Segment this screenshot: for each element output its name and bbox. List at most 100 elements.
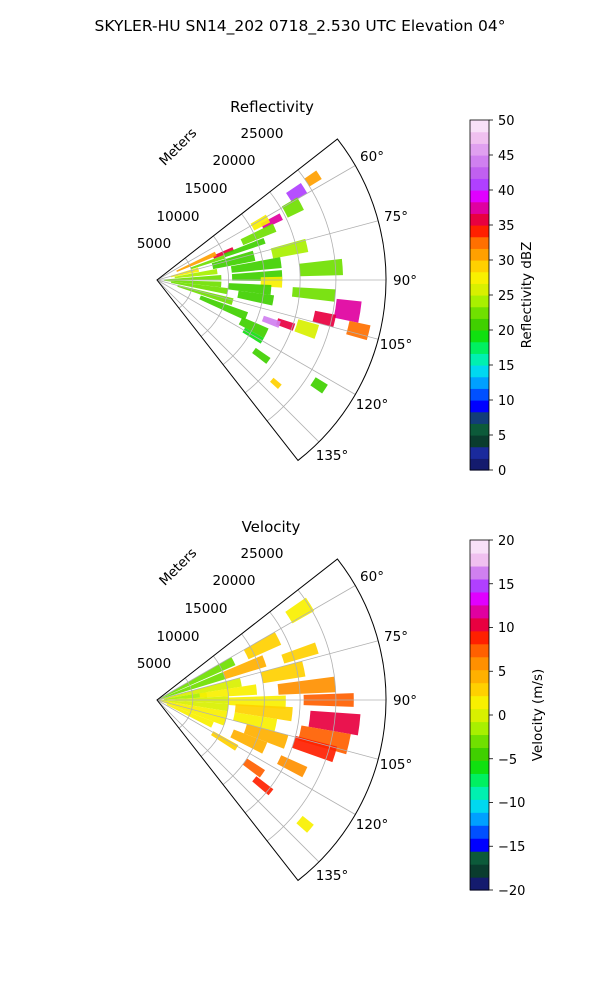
colorbar-segment-24 bbox=[470, 178, 489, 191]
velocity-cbtick-10: 10 bbox=[498, 621, 515, 636]
data-cell-28 bbox=[275, 318, 296, 331]
data-cell-7 bbox=[223, 238, 266, 258]
reflectivity-cbtick-5: 5 bbox=[498, 429, 506, 444]
reflectivity-cbtick-35: 35 bbox=[498, 219, 515, 234]
reflectivity-atick-75: 75° bbox=[384, 209, 408, 225]
velocity-angle-ticks: 60° 75° 90° 105° 120° 135° bbox=[316, 569, 417, 884]
colorbar-segment-5 bbox=[470, 812, 489, 826]
velocity-cbtick-m5: −5 bbox=[498, 753, 517, 768]
data-cell-29 bbox=[296, 815, 314, 833]
reflectivity-title: Reflectivity bbox=[230, 98, 314, 116]
data-cell-14 bbox=[230, 257, 282, 273]
reflectivity-atick-135: 135° bbox=[316, 448, 349, 464]
data-cell-3 bbox=[260, 213, 283, 230]
colorbar-segment-10 bbox=[470, 747, 489, 761]
colorbar-segment-14 bbox=[470, 295, 489, 308]
range-ring-25000 bbox=[266, 589, 337, 842]
colorbar-segment-13 bbox=[470, 306, 489, 319]
velocity-colorbar-label: Velocity (m/s) bbox=[530, 669, 546, 762]
data-cell-23 bbox=[166, 703, 214, 728]
colorbar-segment-9 bbox=[470, 353, 489, 366]
velocity-colorbar: −20 −15 −10 −5 0 5 10 15 20 Velocity (m/… bbox=[469, 534, 546, 899]
velocity-title: Velocity bbox=[242, 518, 301, 536]
data-cell-28 bbox=[252, 776, 274, 796]
reflectivity-data-cells bbox=[164, 170, 371, 394]
data-cell-9 bbox=[190, 254, 226, 270]
colorbar-segment-29 bbox=[470, 120, 489, 133]
data-cell-1 bbox=[157, 657, 236, 700]
azimuth-spoke-75 bbox=[156, 220, 379, 281]
velocity-cbtick-0: 0 bbox=[498, 709, 506, 724]
colorbar-segment-15 bbox=[470, 682, 489, 697]
data-cell-8 bbox=[176, 251, 217, 272]
data-cell-15 bbox=[299, 258, 343, 277]
data-cell-26 bbox=[346, 320, 371, 341]
data-cell-4 bbox=[222, 655, 267, 680]
velocity-rtick-15000: 15000 bbox=[185, 601, 228, 617]
reflectivity-atick-60: 60° bbox=[360, 149, 384, 165]
colorbar-segment-22 bbox=[470, 591, 489, 606]
velocity-cbtick-m10: −10 bbox=[498, 796, 525, 811]
data-cell-27 bbox=[242, 758, 266, 778]
colorbar-segment-22 bbox=[470, 201, 489, 214]
reflectivity-colorbar-ticks: 0 5 10 15 20 25 30 35 40 45 50 bbox=[489, 114, 515, 479]
reflectivity-cbtick-25: 25 bbox=[498, 289, 515, 304]
velocity-panel: Velocity Meters 5000 10000 15000 20000 2… bbox=[137, 518, 546, 899]
data-cell-8 bbox=[164, 692, 208, 700]
colorbar-segment-20 bbox=[470, 617, 489, 632]
data-cell-10 bbox=[277, 676, 336, 695]
velocity-radial-label: Meters bbox=[156, 545, 200, 589]
velocity-rtick-20000: 20000 bbox=[213, 573, 256, 589]
data-cell-5 bbox=[240, 223, 277, 246]
figure-title: SKYLER-HU SN14_202 0718_2.530 UTC Elevat… bbox=[95, 17, 506, 36]
data-cell-0 bbox=[286, 182, 308, 203]
range-ring-5000 bbox=[178, 257, 194, 309]
velocity-atick-75: 75° bbox=[384, 629, 408, 645]
azimuth-spoke-120 bbox=[156, 699, 356, 815]
data-cell-12 bbox=[270, 238, 309, 259]
colorbar-segment-12 bbox=[470, 721, 489, 736]
colorbar-segment-14 bbox=[470, 695, 489, 710]
colorbar-segment-26 bbox=[470, 540, 489, 554]
reflectivity-radial-label: Meters bbox=[156, 125, 200, 169]
data-cell-13 bbox=[174, 268, 218, 279]
colorbar-segment-10 bbox=[470, 341, 489, 354]
reflectivity-panel: Reflectivity Meters 5000 10000 15000 200… bbox=[137, 98, 535, 479]
data-cell-21 bbox=[243, 724, 289, 749]
colorbar-segment-23 bbox=[470, 190, 489, 203]
colorbar-segment-7 bbox=[470, 786, 489, 800]
colorbar-segment-0 bbox=[470, 458, 489, 471]
range-ring-15000 bbox=[222, 633, 265, 785]
colorbar-segment-4 bbox=[470, 825, 489, 839]
range-ring-25000 bbox=[266, 169, 337, 422]
colorbar-segment-11 bbox=[470, 734, 489, 749]
reflectivity-angle-ticks: 60° 75° 90° 105° 120° 135° bbox=[316, 149, 417, 464]
colorbar-segment-25 bbox=[470, 552, 489, 567]
data-cell-21 bbox=[291, 287, 336, 302]
reflectivity-atick-120: 120° bbox=[356, 397, 389, 413]
velocity-colorbar-segments bbox=[470, 540, 489, 891]
reflectivity-radial-ticks: 5000 10000 15000 20000 25000 bbox=[137, 126, 284, 252]
colorbar-segment-16 bbox=[470, 669, 489, 684]
colorbar-segment-1 bbox=[470, 864, 489, 878]
reflectivity-rtick-15000: 15000 bbox=[185, 181, 228, 197]
azimuth-spoke-75 bbox=[156, 640, 379, 701]
azimuth-spoke-105 bbox=[156, 279, 379, 340]
data-cell-35 bbox=[270, 377, 282, 389]
colorbar-segment-21 bbox=[470, 604, 489, 619]
sector-outline bbox=[156, 558, 387, 882]
velocity-atick-60: 60° bbox=[360, 569, 384, 585]
velocity-atick-90: 90° bbox=[393, 693, 417, 709]
data-cell-24 bbox=[333, 298, 362, 323]
colorbar-segment-2 bbox=[470, 851, 489, 865]
azimuth-spoke-120 bbox=[156, 279, 356, 395]
colorbar-segment-3 bbox=[470, 838, 489, 852]
colorbar-segment-8 bbox=[470, 365, 489, 378]
colorbar-segment-23 bbox=[470, 578, 489, 593]
reflectivity-atick-105: 105° bbox=[380, 337, 413, 353]
colorbar-segment-12 bbox=[470, 318, 489, 331]
velocity-cbtick-m15: −15 bbox=[498, 840, 525, 855]
azimuth-spoke-60 bbox=[156, 585, 356, 701]
range-ring-5000 bbox=[178, 677, 194, 729]
